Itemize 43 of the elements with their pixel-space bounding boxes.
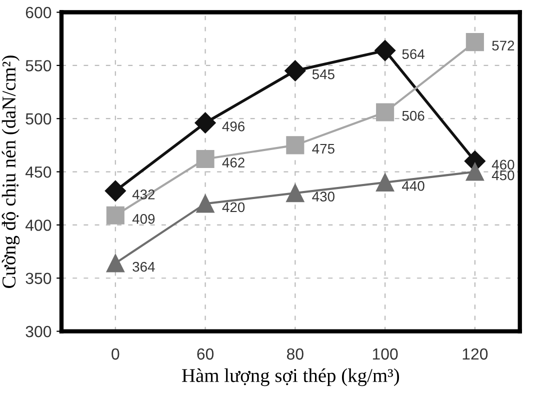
data-label: 432 — [132, 190, 155, 200]
data-label: 564 — [402, 49, 424, 60]
point — [106, 206, 124, 224]
y-tick-label: 600 — [26, 6, 52, 18]
data-label: 460 — [492, 160, 514, 170]
data-label: 409 — [132, 214, 155, 224]
point — [466, 162, 484, 181]
point — [374, 40, 396, 62]
data-label: 462 — [222, 158, 244, 168]
point — [106, 254, 124, 272]
y-tick-label: 550 — [26, 60, 52, 72]
data-label: 420 — [222, 202, 245, 212]
y-axis-title: Cường độ chịu nén (daN/cm²) — [2, 56, 20, 288]
data-label: 545 — [312, 70, 334, 80]
data-label: 440 — [402, 181, 424, 191]
data-label: 475 — [312, 144, 334, 154]
data-label: 496 — [222, 122, 245, 132]
x-tick-label: 120 — [462, 348, 488, 360]
y-tick-label: 350 — [26, 272, 52, 284]
y-tick-label: 450 — [25, 166, 52, 178]
point — [196, 194, 214, 213]
data-label: 506 — [402, 110, 424, 121]
x-tick-label: 100 — [372, 348, 398, 360]
point — [284, 60, 306, 82]
y-tick-label: 300 — [26, 326, 52, 338]
data-label: 364 — [132, 262, 155, 272]
x-tick-label: 60 — [197, 348, 214, 360]
data-label: 450 — [492, 170, 514, 180]
point — [286, 136, 304, 154]
point — [376, 103, 394, 122]
point — [196, 150, 214, 168]
y-tick-label: 400 — [25, 220, 52, 231]
x-tick-label: 80 — [286, 348, 304, 360]
data-label: 430 — [312, 192, 334, 202]
point — [376, 173, 394, 192]
point — [104, 180, 126, 202]
y-tick-label: 500 — [26, 113, 52, 125]
point — [194, 112, 216, 134]
data-label: 572 — [492, 40, 514, 51]
x-axis-title: Hàm lượng sợi thép (kg/m³) — [182, 368, 400, 386]
x-tick-label: 0 — [112, 348, 120, 360]
point — [286, 184, 304, 202]
point — [466, 33, 484, 52]
